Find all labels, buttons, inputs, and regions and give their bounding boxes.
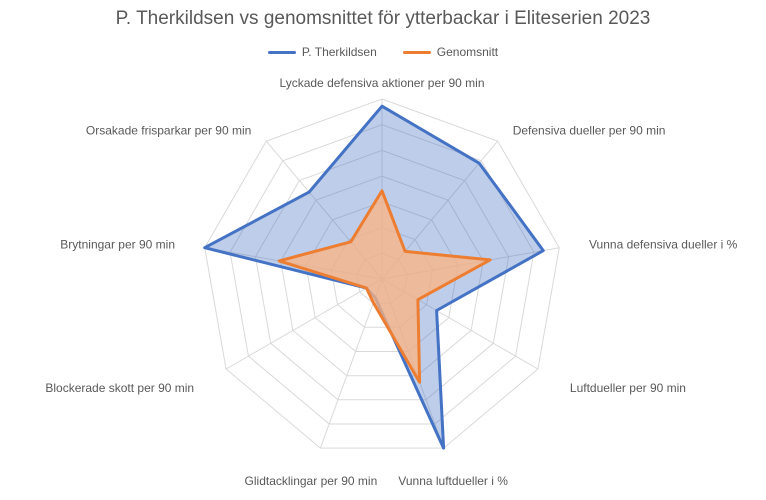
axis-label: Vunna defensiva dueller i % <box>589 237 738 251</box>
axis-label: Glidtacklingar per 90 min <box>245 474 378 488</box>
chart-title: P. Therkildsen vs genomsnittet för ytter… <box>115 8 651 29</box>
grid-spoke <box>225 278 383 370</box>
axis-label: Orsakade frisparkar per 90 min <box>86 123 251 137</box>
axis-label: Blockerade skott per 90 min <box>45 381 194 395</box>
legend-swatch-genomsnitt <box>402 50 431 54</box>
grid-ring <box>305 201 459 352</box>
grid-ring <box>229 124 535 425</box>
legend-item-therkildsen: P. Therkildsen <box>267 45 377 59</box>
grid-ring <box>280 175 484 377</box>
axis-label: Brytningar per 90 min <box>60 237 175 251</box>
axis-label: Lyckade defensiva aktioner per 90 min <box>279 76 484 90</box>
axis-label: Defensiva dueller per 90 min <box>513 123 666 137</box>
grid-spoke <box>319 278 383 449</box>
legend-label-genomsnitt: Genomsnitt <box>436 45 499 59</box>
legend: P. Therkildsen Genomsnitt <box>0 45 766 59</box>
legend-item-genomsnitt: Genomsnitt <box>402 45 499 59</box>
legend-swatch-therkildsen <box>267 50 296 54</box>
axis-label: Luftdueller per 90 min <box>570 381 686 395</box>
grid-ring <box>254 149 510 401</box>
grid-ring <box>204 98 560 449</box>
legend-label-therkildsen: P. Therkildsen <box>301 45 377 59</box>
axis-label: Vunna luftdueller i % <box>398 474 508 488</box>
series-area-genomsnitt <box>277 189 492 384</box>
